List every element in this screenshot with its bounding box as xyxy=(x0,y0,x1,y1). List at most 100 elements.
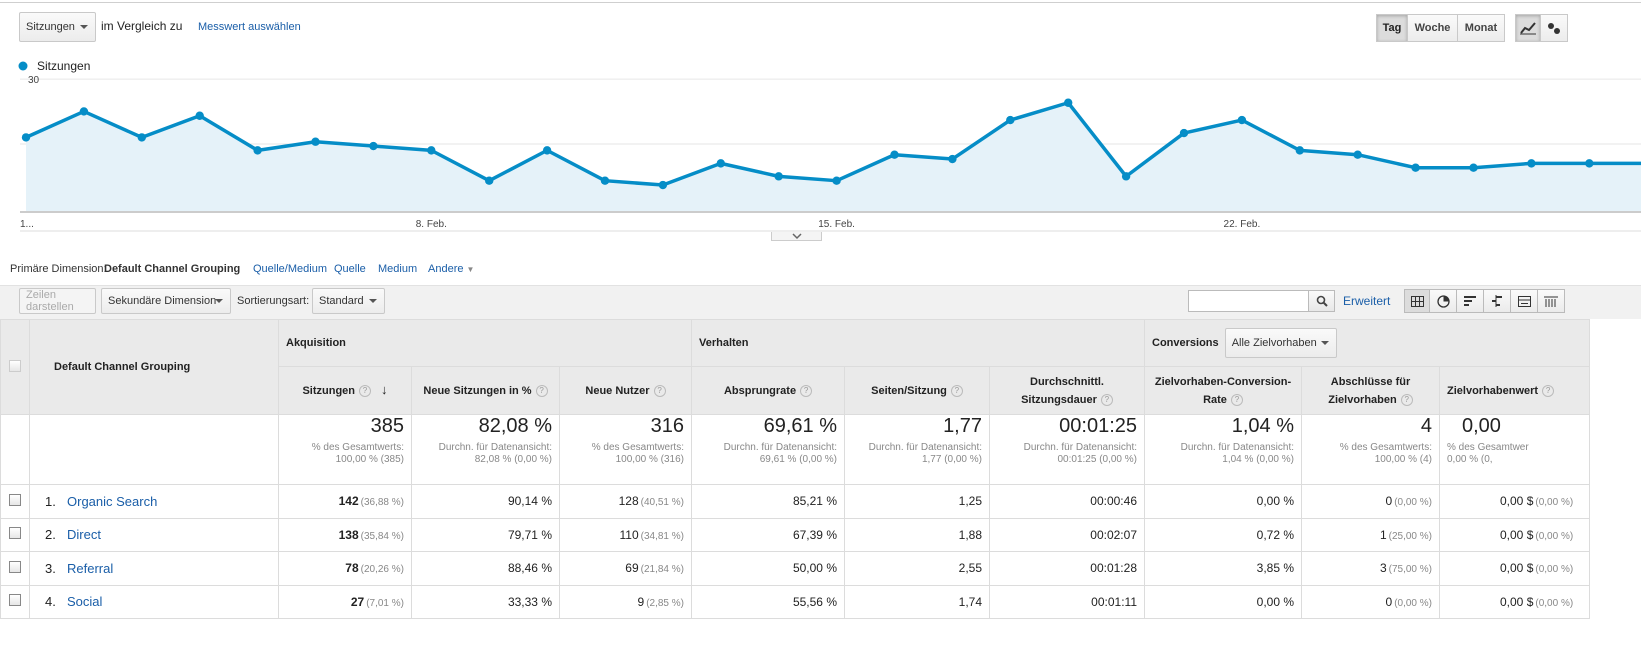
data-point[interactable] xyxy=(658,180,668,190)
dimension-link-medium[interactable]: Medium xyxy=(378,263,418,275)
data-point[interactable] xyxy=(195,111,204,120)
row-checkbox[interactable] xyxy=(9,560,21,573)
data-point[interactable] xyxy=(1585,159,1594,168)
cell-sessions: 78 (20,26 %) xyxy=(278,551,412,586)
col-header-goal-completions[interactable]: Abschlüsse für Zielvorhaben? xyxy=(1301,366,1440,415)
col-header-sessions[interactable]: Sitzungen? ↓ xyxy=(278,366,412,415)
data-point[interactable] xyxy=(1121,172,1131,181)
table-row: 1. Organic Search 142 (36,88 %) 90,14 % 128 (4… xyxy=(0,484,1590,519)
plot-rows-button[interactable]: Zeilen darstellen xyxy=(19,288,96,314)
channel-link[interactable]: Social xyxy=(67,594,103,610)
search-button[interactable] xyxy=(1308,290,1335,312)
secondary-dimension-select[interactable]: Sekundäre Dimension xyxy=(101,288,231,314)
data-point[interactable] xyxy=(542,146,552,155)
cell-pages-per-session: 1,88 xyxy=(844,517,990,552)
row-checkbox[interactable] xyxy=(9,493,21,506)
help-icon[interactable]: ? xyxy=(800,384,813,397)
dimension-link-source-medium[interactable]: Quelle/Medium xyxy=(253,263,327,275)
data-point[interactable] xyxy=(1179,128,1189,138)
help-icon[interactable]: ? xyxy=(359,385,372,398)
data-point[interactable] xyxy=(1064,98,1073,107)
channel-link[interactable]: Direct xyxy=(67,527,101,543)
data-point[interactable] xyxy=(890,150,899,159)
data-point[interactable] xyxy=(832,176,841,185)
help-icon[interactable]: ? xyxy=(1400,393,1413,406)
view-pivot-button[interactable] xyxy=(1538,289,1565,313)
view-performance-button[interactable] xyxy=(1457,289,1484,313)
cell-new-sessions: 90,14 % xyxy=(411,484,560,519)
data-point[interactable] xyxy=(1527,159,1536,168)
cell-pages-per-session: 1,74 xyxy=(844,584,990,619)
sort-select[interactable]: Standard xyxy=(312,288,385,314)
table-search-input[interactable] xyxy=(1188,290,1309,312)
data-point[interactable] xyxy=(716,159,725,168)
dimension-link-source[interactable]: Quelle xyxy=(334,263,366,275)
data-point[interactable] xyxy=(1295,146,1305,155)
col-header-goal-conversion-rate[interactable]: Zielvorhaben-Conversion-Rate? xyxy=(1144,366,1302,415)
row-checkbox[interactable] xyxy=(9,594,21,607)
data-point[interactable] xyxy=(600,176,610,185)
data-point[interactable] xyxy=(1237,115,1247,125)
help-icon[interactable]: ? xyxy=(653,384,666,397)
col-header-pages-per-session[interactable]: Seiten/Sitzung? xyxy=(844,366,990,415)
motion-chart-button[interactable] xyxy=(1540,14,1568,42)
data-point[interactable] xyxy=(253,146,262,155)
col-header-new-sessions[interactable]: Neue Sitzungen in %? xyxy=(411,366,560,415)
data-point[interactable] xyxy=(774,172,783,181)
data-point[interactable] xyxy=(311,137,320,146)
goal-select[interactable]: Alle Zielvorhaben xyxy=(1224,328,1337,358)
select-metric-link[interactable]: Messwert auswählen xyxy=(198,21,301,33)
cell-avg-duration: 00:01:28 xyxy=(989,551,1145,586)
col-header-avg-duration[interactable]: Durchschnittl. Sitzungsdauer? xyxy=(989,366,1145,415)
cell-goal-conversion-rate: 3,85 % xyxy=(1144,551,1302,586)
row-name-cell: 4. Social xyxy=(29,584,279,619)
view-term-cloud-button[interactable] xyxy=(1511,289,1538,313)
data-point[interactable] xyxy=(1469,163,1478,172)
data-point[interactable] xyxy=(21,133,31,142)
range-week-button[interactable]: Woche xyxy=(1407,14,1458,42)
data-point[interactable] xyxy=(137,133,146,142)
metric-select[interactable]: Sitzungen xyxy=(19,12,96,42)
help-icon[interactable]: ? xyxy=(950,384,963,397)
data-point[interactable] xyxy=(79,107,89,116)
total-value: 1,77 xyxy=(943,415,982,437)
select-all-checkbox[interactable] xyxy=(9,359,21,372)
view-table-button[interactable] xyxy=(1404,289,1430,313)
data-point[interactable] xyxy=(948,154,957,164)
line-chart-button[interactable] xyxy=(1515,14,1541,42)
channel-link[interactable]: Referral xyxy=(67,560,114,576)
total-cell: 385 % des Gesamtwerts: 100,00 % (385) xyxy=(278,414,412,485)
total-sub-value: 82,08 % (0,00 %) xyxy=(474,454,552,465)
col-header-bounce-rate[interactable]: Absprungrate? xyxy=(691,366,845,415)
total-sub-value: 1,77 (0,00 %) xyxy=(921,454,982,465)
data-point[interactable] xyxy=(485,176,494,185)
dimension-link-other[interactable]: Andere ▼ xyxy=(428,263,475,275)
x-tick-label: 15. Feb. xyxy=(818,219,855,230)
chevron-down-icon xyxy=(1320,341,1329,345)
help-icon[interactable]: ? xyxy=(1100,393,1113,406)
cell-pages-per-session: 1,25 xyxy=(844,484,990,519)
channel-link[interactable]: Organic Search xyxy=(67,493,158,509)
row-index: 2. xyxy=(45,527,56,543)
data-point[interactable] xyxy=(427,146,436,155)
chart-resize-handle[interactable] xyxy=(771,232,822,241)
col-header-goal-value[interactable]: Zielvorhabenwert? xyxy=(1439,366,1590,415)
total-sub-label: % des Gesamtwerts: xyxy=(1339,442,1432,453)
cell-goal-conversion-rate: 0,00 % xyxy=(1144,484,1302,519)
data-point[interactable] xyxy=(1353,150,1362,159)
range-day-button[interactable]: Tag xyxy=(1376,14,1408,42)
advanced-filter-link[interactable]: Erweitert xyxy=(1343,294,1391,308)
col-header-new-users[interactable]: Neue Nutzer? xyxy=(559,366,692,415)
range-month-button[interactable]: Monat xyxy=(1457,14,1505,42)
total-cell: 69,61 % Durchn. für Datenansicht: 69,61 % … xyxy=(691,414,845,485)
data-point[interactable] xyxy=(1411,163,1420,172)
row-checkbox[interactable] xyxy=(9,527,21,540)
data-point[interactable] xyxy=(1006,115,1015,125)
data-point[interactable] xyxy=(369,141,378,151)
help-icon[interactable]: ? xyxy=(535,384,548,397)
view-pie-button[interactable] xyxy=(1430,289,1457,313)
help-icon[interactable]: ? xyxy=(1230,393,1243,406)
total-sub-label: % des Gesamtwerts: xyxy=(591,442,684,453)
help-icon[interactable]: ? xyxy=(1542,384,1555,397)
view-comparison-button[interactable] xyxy=(1484,289,1511,313)
